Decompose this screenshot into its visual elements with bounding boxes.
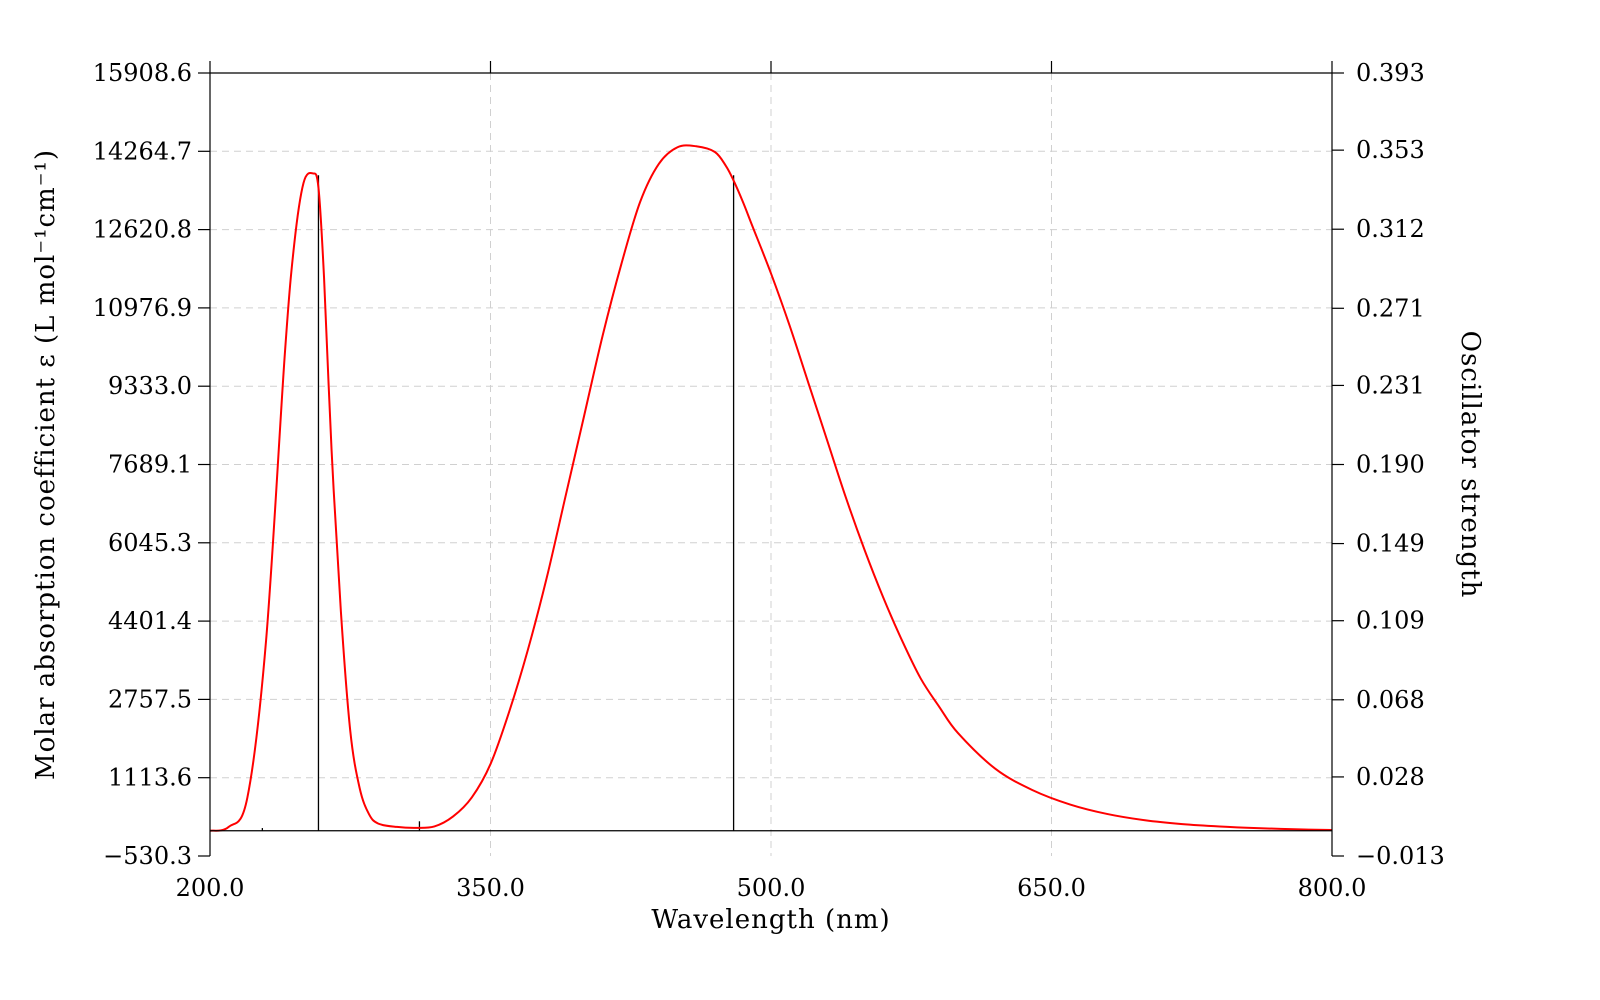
- ticks: −530.3 1113.6 2757.5 4401.4 6045.3 7689.1 9333…: [93, 59, 1445, 902]
- y2-tick-label: 0.271: [1356, 294, 1425, 322]
- y2-tick-label: −0.013: [1356, 842, 1445, 870]
- y-tick-label: 4401.4: [108, 607, 192, 635]
- y2-tick-label: 0.068: [1356, 686, 1425, 714]
- x-axis-label: Wavelength (nm): [651, 905, 890, 935]
- y-tick-label: 1113.6: [108, 764, 192, 792]
- y-tick-label: 14264.7: [93, 137, 192, 165]
- oscillator-sticks: [261, 175, 735, 831]
- y-tick-label: −530.3: [103, 842, 192, 870]
- y-tick-label: 9333.0: [108, 372, 192, 400]
- y2-tick-label: 0.190: [1356, 451, 1425, 479]
- y-tick-label: 12620.8: [93, 216, 192, 244]
- x-tick-label: 500.0: [737, 874, 806, 902]
- spectrum-curves: [209, 144, 1333, 832]
- y2-tick-label: 0.231: [1356, 371, 1425, 399]
- x-tick-label: 800.0: [1298, 874, 1367, 902]
- y-tick-label: 10976.9: [93, 294, 192, 322]
- y2-tick-label: 0.312: [1356, 215, 1425, 243]
- y-tick-label: 7689.1: [108, 451, 192, 479]
- y-tick-label: 2757.5: [108, 685, 192, 713]
- spectrum-line: [209, 144, 1333, 832]
- y-tick-label: 15908.6: [93, 59, 192, 87]
- y2-tick-label: 0.393: [1356, 59, 1425, 87]
- x-tick-label: 200.0: [176, 874, 245, 902]
- y-axis-label: Molar absorption coefficient ε (L mol⁻¹c…: [31, 149, 61, 780]
- y2-tick-label: 0.109: [1356, 607, 1425, 635]
- y2-axis-label: Oscillator strength: [1455, 331, 1485, 599]
- y-tick-label: 6045.3: [108, 529, 192, 557]
- y2-tick-label: 0.028: [1356, 763, 1425, 791]
- x-tick-label: 350.0: [456, 874, 525, 902]
- grid-lines: [210, 73, 1332, 856]
- x-tick-label: 650.0: [1017, 874, 1086, 902]
- y2-tick-label: 0.353: [1356, 136, 1425, 164]
- y2-tick-label: 0.149: [1356, 530, 1425, 558]
